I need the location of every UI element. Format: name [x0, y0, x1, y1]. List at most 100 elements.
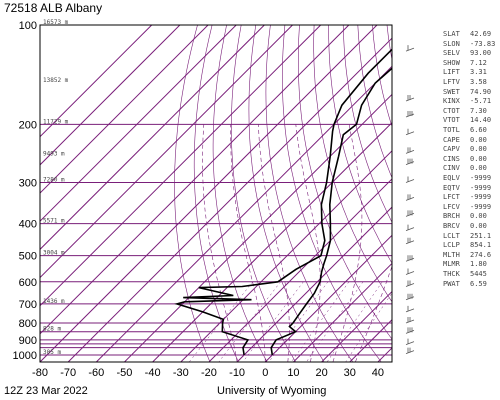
mixing-ratio-line	[291, 281, 350, 362]
dry-adiabat	[265, 25, 354, 362]
index-value: 274.6	[470, 250, 492, 259]
index-value: -9999	[470, 193, 492, 202]
isotherm-line	[180, 150, 392, 362]
dewpoint-trace	[174, 48, 392, 356]
index-name: MLTH	[443, 250, 460, 259]
height-label: 1436 m	[43, 298, 65, 305]
index-value: 3.31	[470, 68, 487, 77]
chart-title: 72518 ALB Albany	[4, 1, 103, 15]
index-value: 74.90	[470, 87, 492, 96]
index-value: 6.60	[470, 126, 487, 134]
height-label: 5571 m	[43, 218, 65, 225]
height-label: 13852 m	[43, 77, 69, 84]
index-name: KINX	[443, 97, 460, 106]
index-value: 6.59	[470, 279, 487, 288]
index-value: 0.00	[470, 154, 487, 163]
index-name: TOTL	[443, 126, 460, 134]
index-name: SWET	[443, 87, 460, 96]
index-name: LFTV	[443, 78, 460, 86]
wind-barb	[405, 131, 415, 136]
isotherm-line	[321, 290, 392, 362]
moist-adiabat	[202, 124, 238, 362]
index-name: LIFT	[443, 68, 460, 77]
isotherm-line	[67, 37, 392, 362]
x-tick-label: 0	[262, 367, 268, 379]
index-value: 7.12	[470, 58, 487, 67]
isotherm-line	[124, 93, 392, 362]
index-value: 93.00	[470, 49, 492, 58]
index-name: SHOW	[443, 58, 460, 67]
x-tick-label: -30	[173, 367, 189, 379]
index-value: 42.69	[470, 30, 492, 38]
dry-adiabat	[282, 25, 382, 362]
height-label: 828 m	[43, 326, 61, 333]
moist-adiabat	[332, 124, 363, 362]
moist-adiabat	[258, 124, 290, 362]
isotherm-line	[236, 206, 392, 362]
index-name: LCLT	[443, 231, 460, 240]
mixing-ratio-line	[345, 292, 392, 362]
index-value: 0.00	[470, 212, 487, 221]
index-value: 0.00	[470, 222, 487, 230]
index-value: 1.80	[470, 260, 487, 269]
isotherm-line	[208, 178, 392, 362]
isotherm-line	[40, 25, 378, 362]
moist-adiabat	[230, 124, 266, 362]
x-tick-label: 10	[287, 367, 299, 379]
index-value: 7.30	[470, 106, 487, 115]
moist-adiabat	[295, 124, 321, 362]
index-name: LFCT	[443, 193, 460, 202]
index-value: 0.00	[470, 145, 487, 154]
y-tick-label: 500	[19, 251, 37, 263]
index-name: LFCV	[443, 202, 460, 211]
dry-adiabat	[328, 25, 392, 264]
dry-adiabat	[313, 25, 392, 303]
index-value: -9999	[470, 202, 492, 211]
height-label: 7280 m	[43, 176, 65, 183]
wind-barb	[405, 308, 415, 313]
index-name: EQLV	[443, 174, 460, 182]
isotherm-line	[40, 25, 153, 138]
mixing-ratio-line	[306, 281, 364, 362]
index-value: -5.71	[470, 97, 492, 106]
moist-adiabat	[355, 265, 392, 362]
index-name: CAPE	[443, 135, 460, 144]
isotherm-line	[40, 25, 265, 251]
index-value: -73.83	[470, 39, 496, 48]
wind-barb	[405, 341, 415, 345]
index-value: 0.00	[470, 164, 487, 173]
x-tick-label: -10	[229, 367, 245, 379]
height-label: 11729 m	[43, 118, 69, 125]
date-label: 12Z 23 Mar 2022	[4, 385, 88, 397]
index-name: LCLP	[443, 241, 460, 250]
y-tick-label: 900	[19, 335, 37, 347]
index-value: 251.1	[470, 231, 492, 240]
index-value: -9999	[470, 183, 492, 192]
isotherm-line	[152, 121, 392, 362]
index-value: 5445	[470, 270, 487, 278]
index-name: SELV	[443, 49, 460, 58]
mixing-ratio-line	[268, 281, 329, 362]
index-name: PWAT	[443, 279, 460, 288]
index-name: SLAT	[443, 30, 460, 38]
x-tick-label: -80	[32, 367, 48, 379]
dry-adiabat	[212, 25, 268, 362]
height-label: 3004 m	[43, 250, 65, 257]
index-name: MLMR	[443, 260, 460, 269]
plot-frame	[39, 24, 393, 363]
y-tick-label: 300	[19, 177, 37, 189]
dry-adiabat	[193, 25, 239, 362]
isotherm-line	[40, 25, 181, 166]
isotherm-line	[40, 25, 237, 222]
index-name: EQTV	[443, 183, 460, 192]
index-value: 3.58	[470, 78, 487, 86]
x-tick-label: 20	[315, 367, 327, 379]
plot-area	[40, 25, 392, 362]
dry-adiabat	[248, 25, 325, 362]
temperature-trace	[270, 67, 392, 356]
index-value: -9999	[470, 174, 492, 182]
wind-barb	[405, 47, 415, 52]
isotherm-line	[40, 25, 350, 335]
y-tick-label: 1000	[13, 350, 37, 362]
height-label: 16573 m	[43, 19, 69, 26]
